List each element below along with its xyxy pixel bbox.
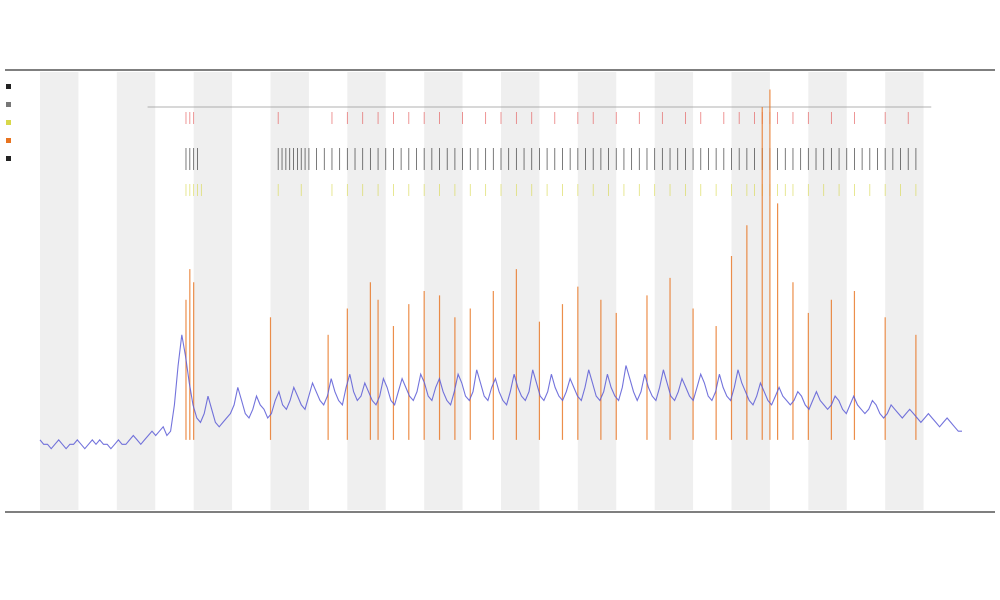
marker-row-0: [185, 112, 909, 124]
marker-row-2: [185, 184, 917, 196]
legend-swatch: [6, 102, 11, 107]
band-4: [347, 72, 386, 510]
baseline-series: [39, 334, 962, 450]
legend-swatch: [6, 156, 11, 161]
legend-item-1: [6, 102, 11, 107]
band-9: [731, 72, 770, 510]
band-8: [654, 72, 694, 510]
legend-swatch: [6, 84, 11, 89]
legend-swatch: [6, 138, 11, 143]
marker-rows: [147, 106, 932, 196]
legend: [6, 84, 11, 161]
band-0: [40, 72, 79, 510]
axes: [5, 69, 995, 513]
baseline-line: [39, 334, 962, 450]
background-bands: [40, 72, 924, 510]
band-6: [501, 72, 540, 510]
marker-row-1: [185, 148, 917, 170]
legend-swatch: [6, 120, 11, 125]
band-2: [193, 72, 233, 510]
spike-series: [185, 89, 917, 440]
legend-item-3: [6, 138, 11, 143]
band-11: [885, 72, 924, 510]
band-10: [808, 72, 847, 510]
legend-item-2: [6, 120, 11, 125]
band-3: [270, 72, 309, 510]
legend-item-0: [6, 84, 11, 89]
band-1: [116, 72, 156, 510]
band-7: [577, 72, 617, 510]
band-5: [424, 72, 463, 510]
legend-item-4: [6, 156, 11, 161]
